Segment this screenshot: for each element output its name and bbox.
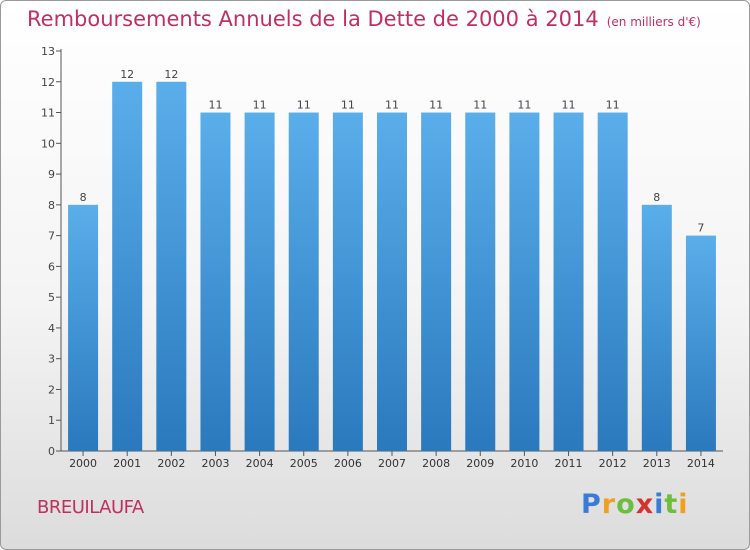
- x-tick-label: 2014: [687, 457, 715, 470]
- data-label-2004: 11: [253, 99, 267, 112]
- data-label-2005: 11: [297, 99, 311, 112]
- bar-2011: [553, 112, 584, 452]
- y-tick-label: 4: [48, 322, 55, 335]
- bar-2012: [597, 112, 628, 452]
- y-tick-label: 7: [48, 230, 55, 243]
- data-label-2008: 11: [429, 99, 443, 112]
- x-tick-label: 2005: [290, 457, 318, 470]
- x-tick-label: 2007: [378, 457, 406, 470]
- data-label-2002: 12: [164, 68, 178, 81]
- data-label-2006: 11: [341, 99, 355, 112]
- data-label-2007: 11: [385, 99, 399, 112]
- chart-unit-note: (en milliers d'€): [606, 15, 701, 29]
- y-tick-label: 5: [48, 291, 55, 304]
- logo-letter: x: [635, 489, 655, 520]
- x-tick-label: 2006: [334, 457, 362, 470]
- x-tick-label: 2003: [201, 457, 229, 470]
- y-tick-label: 2: [48, 383, 55, 396]
- y-tick-label: 0: [48, 445, 55, 458]
- y-tick-label: 6: [48, 260, 55, 273]
- x-tick-label: 2011: [555, 457, 583, 470]
- x-tick-label: 2013: [643, 457, 671, 470]
- bar-2009: [465, 112, 496, 452]
- logo-letter: i: [678, 489, 689, 520]
- data-label-2000: 8: [80, 191, 87, 204]
- x-tick-label: 2004: [246, 457, 274, 470]
- logo-letter: P: [581, 489, 602, 520]
- x-tick-label: 2002: [157, 457, 185, 470]
- bar-2006: [332, 112, 363, 452]
- logo-letter: r: [601, 489, 617, 520]
- x-tick-label: 2009: [466, 457, 494, 470]
- data-label-2010: 11: [517, 99, 531, 112]
- y-tick-label: 3: [48, 353, 55, 366]
- bar-2007: [377, 112, 407, 452]
- logo-letter: t: [664, 489, 679, 520]
- data-label-2013: 8: [653, 191, 660, 204]
- data-label-2001: 12: [120, 68, 134, 81]
- logo-letter: i: [654, 489, 665, 520]
- y-tick-label: 10: [41, 137, 55, 150]
- bar-2002: [156, 81, 187, 452]
- data-label-2003: 11: [208, 99, 222, 112]
- data-label-2012: 11: [606, 99, 620, 112]
- y-tick-label: 11: [41, 107, 55, 120]
- x-tick-label: 2008: [422, 457, 450, 470]
- bar-2013: [641, 204, 672, 451]
- bar-2003: [200, 112, 231, 452]
- x-tick-label: 2012: [599, 457, 627, 470]
- y-tick-label: 8: [48, 199, 55, 212]
- logo-letter: o: [616, 489, 636, 520]
- chart-title-text: Remboursements Annuels de la Dette de 20…: [27, 7, 599, 31]
- y-tick-label: 9: [48, 168, 55, 181]
- bar-2004: [244, 112, 275, 452]
- bar-2008: [421, 112, 452, 452]
- x-tick-label: 2000: [69, 457, 97, 470]
- x-tick-label: 2010: [510, 457, 538, 470]
- bar-2005: [288, 112, 319, 452]
- data-label-2014: 7: [697, 222, 704, 235]
- bar-2001: [112, 81, 143, 452]
- chart-bars: [68, 81, 716, 452]
- x-tick-label: 2001: [113, 457, 141, 470]
- bar-2014: [685, 235, 716, 451]
- chart-title: Remboursements Annuels de la Dette de 20…: [27, 7, 701, 31]
- y-tick-label: 13: [41, 45, 55, 58]
- data-label-2009: 11: [473, 99, 487, 112]
- chart-data-labels: 8 12 12 11 11 11 11 11 11 11 11 11 11 8 7: [80, 68, 705, 235]
- town-name: BREUILAUFA: [37, 497, 144, 518]
- bar-2010: [509, 112, 540, 452]
- data-label-2011: 11: [562, 99, 576, 112]
- y-tick-label: 1: [48, 414, 55, 427]
- y-tick-label: 12: [41, 76, 55, 89]
- proxiti-logo: Proxiti: [581, 489, 689, 520]
- bar-2000: [68, 204, 99, 451]
